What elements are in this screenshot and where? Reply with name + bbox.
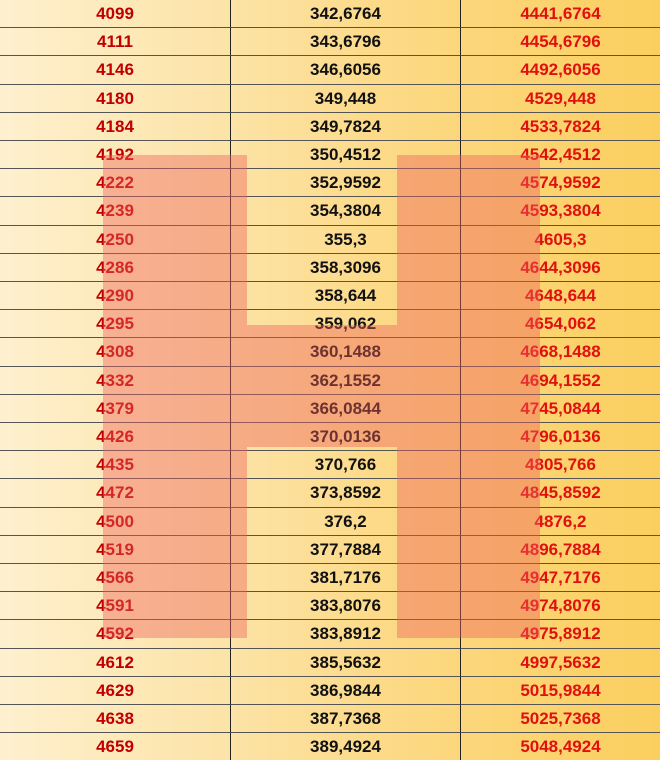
table-cell: 4379 — [0, 395, 230, 423]
table-cell: 360,1488 — [230, 338, 460, 367]
watermark-bar — [247, 325, 397, 447]
table-cell: 359,062 — [230, 310, 460, 339]
table-cell: 4286 — [0, 254, 230, 282]
table-cell: 362,1552 — [230, 366, 460, 395]
table-cell: 389,4924 — [230, 733, 460, 760]
watermark-bar — [103, 155, 247, 638]
table-cell: 4308 — [0, 338, 230, 367]
table-cell: 4500 — [0, 508, 230, 536]
table-cell: 4668,1488 — [460, 338, 660, 367]
table-cell: 5025,7368 — [460, 705, 660, 734]
table-cell: 4648,644 — [460, 282, 660, 311]
table-cell: 4099 — [0, 0, 230, 29]
table-cell: 4111 — [0, 28, 230, 57]
table-cell: 4694,1552 — [460, 366, 660, 395]
table-cell: 4435 — [0, 451, 230, 480]
table-cell: 386,9844 — [230, 676, 460, 705]
table-cell: 366,0844 — [230, 394, 460, 423]
table-cell: 373,8592 — [230, 479, 460, 508]
table-cell: 5048,4924 — [460, 733, 660, 760]
table-cell: 370,766 — [230, 451, 460, 480]
table-cell: 4796,0136 — [460, 423, 660, 452]
table-cell: 346,6056 — [230, 56, 460, 85]
table-cell: 4454,6796 — [460, 28, 660, 57]
table-cell: 4745,0844 — [460, 394, 660, 423]
table-cell: 4192 — [0, 141, 230, 170]
table-cell: 358,3096 — [230, 253, 460, 282]
table-cell: 4947,7176 — [460, 564, 660, 593]
table-cell: 4612 — [0, 649, 230, 677]
table-cell: 381,7176 — [230, 564, 460, 593]
table-cell: 4472 — [0, 479, 230, 508]
table-cell: 355,3 — [230, 225, 460, 254]
table-cell: 354,3804 — [230, 197, 460, 226]
table-cell: 4997,5632 — [460, 648, 660, 677]
table-cell: 4591 — [0, 592, 230, 621]
table-cell: 4574,9592 — [460, 169, 660, 198]
table-cell: 4876,2 — [460, 507, 660, 536]
table-cell: 4290 — [0, 282, 230, 311]
table-cell: 4659 — [0, 733, 230, 760]
table-cell: 4180 — [0, 85, 230, 113]
table-cell: 4542,4512 — [460, 141, 660, 170]
table-cell: 383,8912 — [230, 620, 460, 649]
table-cell: 352,9592 — [230, 169, 460, 198]
table-cell: 387,7368 — [230, 705, 460, 734]
table-cell: 349,7824 — [230, 112, 460, 141]
table-cell: 4654,062 — [460, 310, 660, 339]
table-cell: 4519 — [0, 536, 230, 564]
table-cell: 350,4512 — [230, 141, 460, 170]
table-cell: 4222 — [0, 169, 230, 198]
table-cell: 385,5632 — [230, 648, 460, 677]
table-cell: 4184 — [0, 113, 230, 141]
table-cell: 4605,3 — [460, 225, 660, 254]
table-cell: 342,6764 — [230, 0, 460, 29]
table-cell: 4845,8592 — [460, 479, 660, 508]
table-cell: 4239 — [0, 197, 230, 226]
table-cell: 4533,7824 — [460, 112, 660, 141]
table-cell: 4805,766 — [460, 451, 660, 480]
table-cell: 4593,3804 — [460, 197, 660, 226]
table-cell: 383,8076 — [230, 592, 460, 621]
table-cell: 377,7884 — [230, 535, 460, 564]
table-cell: 4492,6056 — [460, 56, 660, 85]
table-cell: 4975,8912 — [460, 620, 660, 649]
table-cell: 4426 — [0, 423, 230, 452]
table-cell: 4638 — [0, 705, 230, 734]
table-cell: 4250 — [0, 226, 230, 254]
table-cell: 4644,3096 — [460, 253, 660, 282]
table-cell: 4592 — [0, 620, 230, 649]
table-cell: 376,2 — [230, 507, 460, 536]
table-cell: 4974,8076 — [460, 592, 660, 621]
table-cell: 343,6796 — [230, 28, 460, 57]
table-cell: 4295 — [0, 310, 230, 339]
table-cell: 4332 — [0, 367, 230, 395]
table-cell: 4896,7884 — [460, 535, 660, 564]
table-cell: 349,448 — [230, 84, 460, 113]
table-cell: 4146 — [0, 56, 230, 85]
table-cell: 358,644 — [230, 282, 460, 311]
watermark-bar — [397, 155, 540, 638]
table-cell: 4629 — [0, 677, 230, 705]
table-cell: 4566 — [0, 564, 230, 593]
table-cell: 370,0136 — [230, 423, 460, 452]
table-cell: 4529,448 — [460, 84, 660, 113]
table-cell: 4441,6764 — [460, 0, 660, 29]
table-cell: 5015,9844 — [460, 676, 660, 705]
